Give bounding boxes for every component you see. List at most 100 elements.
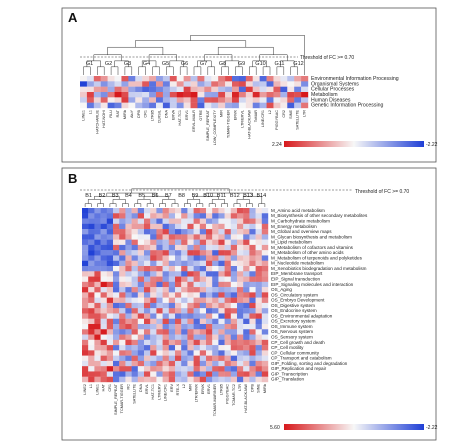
heatmap-cell <box>113 345 120 351</box>
heatmap-cell <box>224 360 231 367</box>
column-label: MIR <box>188 384 192 391</box>
heatmap-cell <box>237 345 244 351</box>
heatmap-cell <box>131 350 138 356</box>
heatmap-cell <box>119 250 126 256</box>
heatmap-cell <box>125 302 132 309</box>
group-label: B6 <box>152 193 159 199</box>
row-label: Genetic Information Processing <box>311 103 383 109</box>
heatmap-cell <box>230 371 238 377</box>
group-label: G8 <box>219 61 226 67</box>
heatmap-cell <box>230 260 238 267</box>
heatmap-cell <box>100 292 107 298</box>
heatmap-cell <box>294 92 302 98</box>
heatmap-cell <box>144 223 151 230</box>
heatmap-cell <box>199 239 207 246</box>
heatmap-cell <box>128 97 136 103</box>
heatmap-cell <box>94 371 101 377</box>
heatmap-cell <box>255 334 262 341</box>
heatmap-cell <box>187 244 194 251</box>
heatmap-cell <box>162 345 169 351</box>
heatmap-cell <box>137 266 145 272</box>
heatmap-cell <box>175 213 182 219</box>
heatmap-cell <box>82 366 89 372</box>
heatmap-cell <box>261 376 269 383</box>
heatmap-cell <box>106 276 114 283</box>
heatmap-cell <box>88 281 95 288</box>
heatmap-cell <box>206 345 213 351</box>
heatmap-cell <box>255 308 262 314</box>
heatmap-cell <box>193 302 200 309</box>
heatmap-cell <box>107 86 115 93</box>
heatmap-cell <box>125 345 132 351</box>
heatmap-cell <box>237 371 244 377</box>
heatmap-cell <box>193 239 200 246</box>
heatmap-cell <box>261 302 269 309</box>
heatmap-cell <box>131 234 138 240</box>
heatmap-cell <box>230 276 238 283</box>
heatmap-cell <box>137 244 145 251</box>
heatmap-cell <box>156 250 163 256</box>
heatmap-cell <box>187 360 194 367</box>
heatmap-cell <box>94 339 101 346</box>
heatmap-cell <box>106 260 114 267</box>
heatmap-cell <box>206 308 213 314</box>
heatmap-cell <box>266 92 274 98</box>
heatmap-cell <box>88 355 95 362</box>
heatmap-cell <box>168 244 176 251</box>
heatmap-cell <box>261 266 269 272</box>
column-label: LTR/ERVL <box>240 110 244 128</box>
heatmap-cell <box>156 86 164 93</box>
heatmap-cell <box>245 81 253 87</box>
heatmap-cell <box>183 86 191 93</box>
heatmap-cell <box>144 366 151 372</box>
heatmap-cell <box>131 287 138 293</box>
heatmap-cell <box>199 297 207 304</box>
heatmap-cell <box>259 92 267 98</box>
row-label: OS_Circulatory system <box>271 292 318 297</box>
heatmap-cell <box>168 255 176 261</box>
column-label: LTR85 <box>151 110 155 121</box>
row-label: OS_Sensory system <box>271 335 313 340</box>
heatmap-cell <box>168 334 176 341</box>
heatmap-cell <box>181 339 188 346</box>
heatmap-cell <box>206 360 213 367</box>
heatmap-cell <box>206 297 213 304</box>
column-label: PIGGYBAC <box>226 384 230 404</box>
heatmap-cell <box>255 213 262 219</box>
heatmap-cell <box>137 250 145 256</box>
heatmap-cell <box>261 350 269 356</box>
heatmap-cell <box>249 339 256 346</box>
heatmap-cell <box>162 324 169 330</box>
panel-b-letter: B <box>68 171 77 186</box>
heatmap-cell <box>261 287 269 293</box>
row-label: OS_Aging <box>271 287 292 292</box>
heatmap-cell <box>197 97 205 103</box>
heatmap-cell <box>94 244 101 251</box>
heatmap-cell <box>113 287 120 293</box>
heatmap-cell <box>150 276 157 283</box>
heatmap-cell <box>187 313 194 319</box>
heatmap-cell <box>280 81 288 87</box>
heatmap-cell <box>94 324 101 330</box>
heatmap-cell <box>131 308 138 314</box>
heatmap-cell <box>243 355 250 362</box>
heatmap-cell <box>193 334 200 341</box>
column-label: ERV1 <box>185 110 189 120</box>
heatmap-cell <box>206 339 213 346</box>
heatmap-cell <box>199 366 207 372</box>
heatmap-cell <box>82 276 89 283</box>
heatmap-cell <box>82 318 89 325</box>
heatmap-cell <box>273 76 281 82</box>
heatmap-cell <box>113 318 120 325</box>
heatmap-cell <box>212 371 219 377</box>
group-label: G4 <box>143 61 150 67</box>
group-label: B8 <box>178 193 185 199</box>
heatmap-cell <box>193 260 200 267</box>
heatmap-cell <box>137 208 145 214</box>
panel-a-threshold-label: Threshold of FC >= 0.70 <box>300 55 354 61</box>
heatmap-cell <box>144 360 151 367</box>
heatmap-cell <box>199 302 207 309</box>
heatmap-cell <box>273 102 281 109</box>
row-label: M_Energy metabolism <box>271 224 317 229</box>
heatmap-cell <box>243 276 250 283</box>
